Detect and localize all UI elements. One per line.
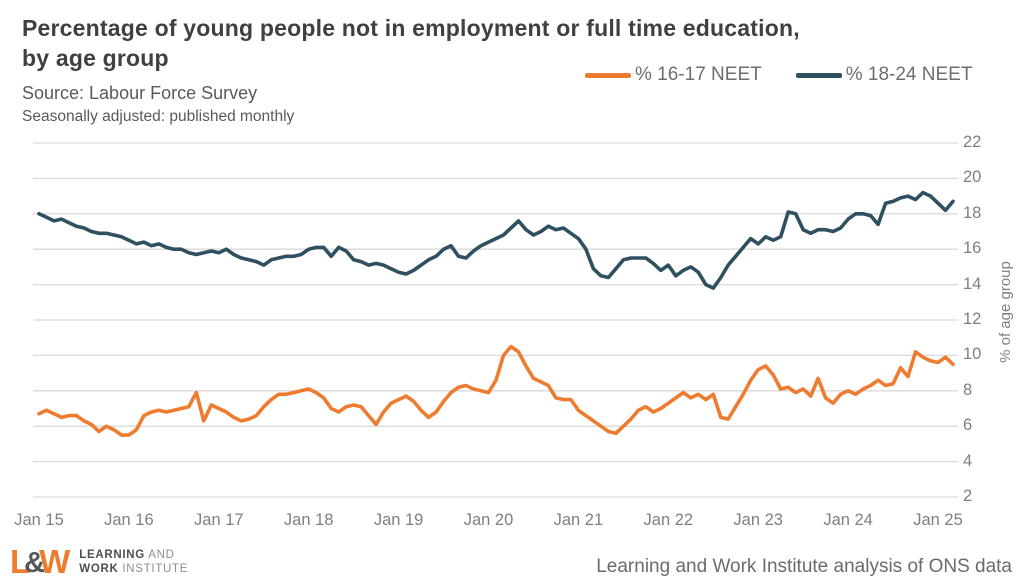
- legend-line-swatch-teal: [795, 72, 842, 78]
- x-tick-label-jan-19: Jan 19: [373, 511, 424, 529]
- x-tick-label-jan-24: Jan 24: [823, 511, 873, 529]
- x-tick-label-jan-17: Jan 17: [194, 511, 244, 529]
- chart-legend: % 16-17 NEET % 18-24 NEET: [585, 64, 972, 86]
- y-tick-label-4: 4: [963, 451, 973, 470]
- ampersand-glyph: &: [24, 547, 45, 579]
- y-tick-label-20: 20: [963, 168, 982, 187]
- pct-18-24-neet-line: [37, 190, 955, 290]
- chart-title: Percentage of young people not in employ…: [22, 13, 992, 73]
- learning-and-work-institute-logo: L&W LEARNING AND WORK INSTITUTE: [10, 544, 188, 587]
- x-tick-label-jan-18: Jan 18: [283, 511, 334, 529]
- legend-item-16-17: % 16-17 NEET: [585, 64, 762, 86]
- chart-title-line1: Percentage of young people not in employ…: [22, 15, 800, 41]
- y-tick-label-12: 12: [963, 310, 982, 328]
- y-tick-label-16: 16: [963, 239, 982, 258]
- y-tick-label-18: 18: [963, 203, 982, 222]
- x-tick-label-jan-15: Jan 15: [14, 511, 64, 529]
- x-tick-label-jan-23: Jan 23: [733, 511, 783, 529]
- lw-logo-wordmark: LEARNING AND WORK INSTITUTE: [79, 549, 189, 575]
- legend-label-18-24: % 18-24 NEET: [845, 64, 973, 85]
- x-tick-label-jan-16: Jan 16: [104, 511, 154, 529]
- y-tick-label-22: 22: [963, 133, 982, 151]
- line-chart-plot-area: [33, 142, 958, 498]
- chart-title-line2: by age group: [22, 45, 169, 71]
- legend-line-swatch-orange: [585, 72, 631, 78]
- legend-item-18-24: % 18-24 NEET: [795, 64, 973, 86]
- y-axis-tick-labels: 2 4 6 8 10 12 14 16 18 20 22: [963, 133, 999, 505]
- pct-16-17-neet-line: [37, 344, 955, 437]
- seasonal-adjustment-note: Seasonally adjusted: published monthly: [22, 108, 295, 125]
- y-tick-label-6: 6: [963, 416, 973, 435]
- x-tick-label-jan-22: Jan 22: [643, 511, 694, 529]
- y-axis-title: % of age group: [997, 261, 1014, 363]
- y-tick-label-8: 8: [963, 380, 973, 399]
- legend-label-16-17: % 16-17 NEET: [635, 64, 762, 85]
- analysis-attribution-note: Learning and Work Institute analysis of …: [596, 556, 1012, 577]
- y-tick-label-2: 2: [963, 487, 973, 505]
- lw-logo-mark: L&W: [10, 543, 70, 580]
- y-tick-label-10: 10: [963, 345, 982, 364]
- x-tick-label-jan-20: Jan 20: [463, 511, 514, 529]
- y-tick-label-14: 14: [963, 274, 982, 293]
- x-axis-tick-labels: Jan 15 Jan 16 Jan 17 Jan 18 Jan 19 Jan 20 Jan …: [14, 511, 963, 533]
- x-tick-label-jan-21: Jan 21: [553, 511, 604, 529]
- x-tick-label-jan-25: Jan 25: [913, 511, 963, 529]
- source-note: Source: Labour Force Survey: [22, 83, 258, 103]
